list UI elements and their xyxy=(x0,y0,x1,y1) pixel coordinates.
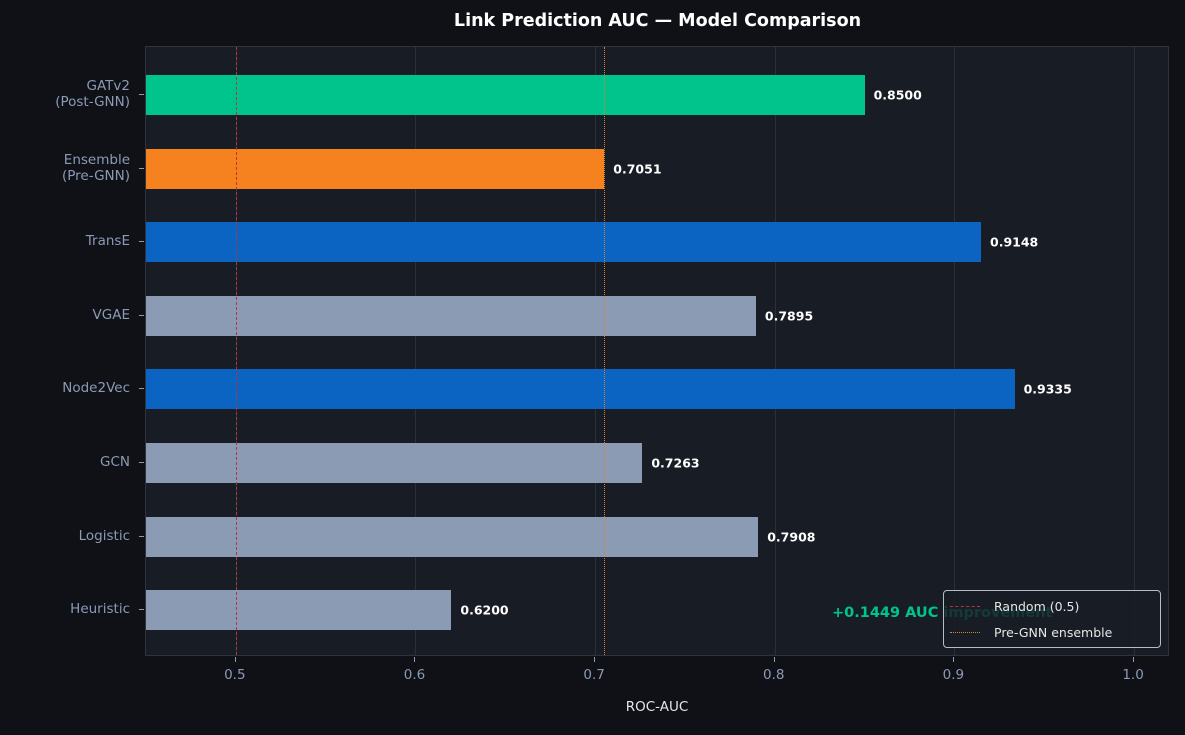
x-tick-label: 0.6 xyxy=(403,667,426,683)
gridline xyxy=(1134,47,1136,655)
y-tick-label: Logistic xyxy=(78,527,130,544)
gridline xyxy=(595,47,597,655)
bar-value-label: 0.7051 xyxy=(613,161,662,177)
bar xyxy=(146,443,643,483)
x-axis-title: ROC-AUC xyxy=(625,699,689,715)
bar-value-label: 0.9148 xyxy=(990,234,1039,250)
plot-area: 0.8500 0.7051 0.9148 0.7895 0.9335 0.7263 0.79… xyxy=(145,46,1169,656)
bar xyxy=(146,590,452,631)
gridline xyxy=(415,47,417,655)
x-tick-label: 0.5 xyxy=(224,667,246,683)
dotted-line-icon xyxy=(950,631,980,633)
x-tick-label: 0.7 xyxy=(583,667,605,683)
bar xyxy=(146,369,1015,410)
bar-value-label: 0.7908 xyxy=(767,529,816,545)
bar xyxy=(146,516,759,557)
bar xyxy=(146,295,756,336)
x-tick-label: 1.0 xyxy=(1122,667,1144,683)
bar-value-label: 0.6200 xyxy=(460,602,509,618)
pre-gnn-reference-line xyxy=(604,47,606,655)
x-tick-label: 0.8 xyxy=(763,667,785,683)
dashed-line-icon xyxy=(950,605,980,607)
legend: Random (0.5) Pre-GNN ensemble xyxy=(943,590,1161,648)
y-tick xyxy=(139,167,144,169)
gridline xyxy=(774,47,776,655)
legend-label: Pre-GNN ensemble xyxy=(994,624,1113,640)
gridline xyxy=(954,47,956,655)
y-tick xyxy=(139,241,144,243)
y-tick-label: GATv2 (Post-GNN) xyxy=(55,78,130,110)
chart-title: Link Prediction AUC — Model Comparison xyxy=(453,11,862,31)
x-tick xyxy=(414,657,416,662)
legend-item-random: Random (0.5) xyxy=(950,597,1079,615)
y-tick-label: Heuristic xyxy=(70,601,130,618)
y-tick xyxy=(139,535,144,537)
bar-value-label: 0.8500 xyxy=(873,87,922,103)
bar-value-label: 0.9335 xyxy=(1023,381,1072,397)
y-tick-label: Node2Vec xyxy=(62,380,130,397)
y-tick-label: GCN xyxy=(100,454,130,470)
bar-value-label: 0.7895 xyxy=(764,308,814,324)
y-tick-label: VGAE xyxy=(92,306,130,323)
x-tick xyxy=(1133,657,1135,662)
bar xyxy=(146,148,605,189)
y-tick-label: TransE xyxy=(85,233,130,250)
y-tick xyxy=(139,94,144,95)
x-tick xyxy=(773,657,775,662)
bar xyxy=(146,75,865,115)
bar xyxy=(146,222,981,263)
y-tick xyxy=(139,314,144,316)
y-tick-label: Ensemble (Pre-GNN) xyxy=(61,151,130,184)
x-tick xyxy=(594,657,596,662)
random-reference-line xyxy=(235,47,237,655)
bar-value-label: 0.7263 xyxy=(651,455,700,471)
x-tick-label: 0.9 xyxy=(942,667,965,683)
y-tick xyxy=(139,462,144,463)
y-tick xyxy=(139,609,144,611)
y-tick xyxy=(139,388,144,390)
legend-label: Random (0.5) xyxy=(994,598,1080,614)
x-tick xyxy=(953,657,955,662)
legend-item-pre-gnn: Pre-GNN ensemble xyxy=(950,623,1112,641)
x-tick xyxy=(234,657,236,662)
